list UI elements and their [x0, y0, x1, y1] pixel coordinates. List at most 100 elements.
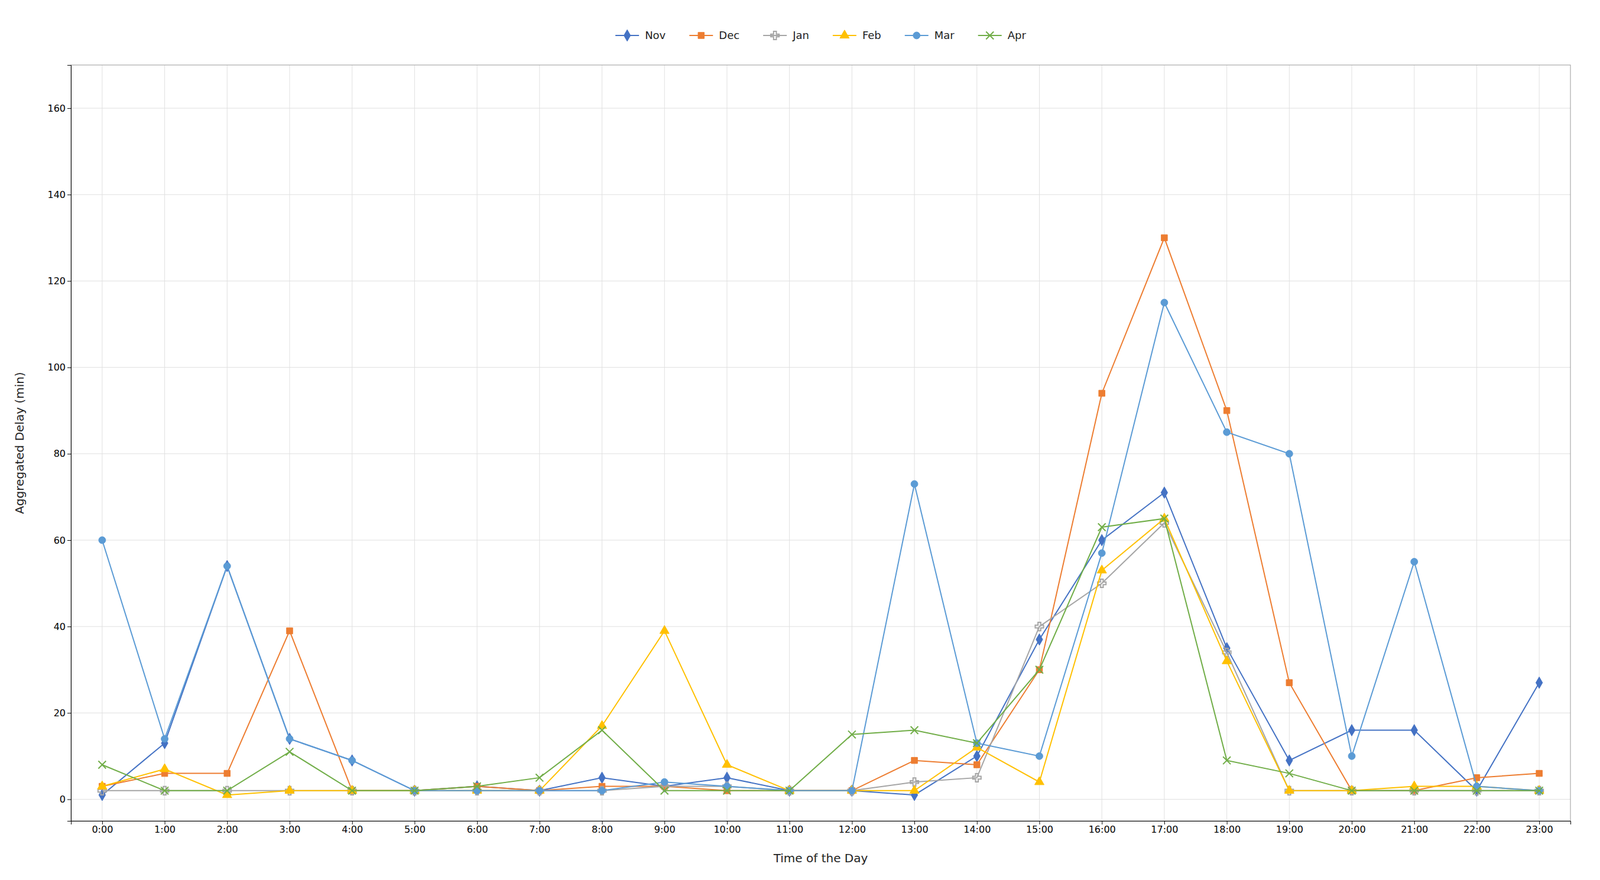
point: [1410, 786, 1418, 795]
x-grid-line: [1101, 65, 1103, 821]
legend-marker: [839, 30, 850, 39]
legend-marker: [770, 31, 780, 40]
legend-marker: [624, 29, 631, 42]
point: [160, 786, 169, 795]
point: [286, 748, 294, 756]
point: [348, 757, 356, 765]
point: [98, 761, 106, 769]
point: [1034, 622, 1044, 631]
x-tick-label: 2:00: [216, 823, 239, 836]
point: [223, 562, 231, 570]
y-tick: 40: [53, 621, 71, 633]
y-axis-title: Aggregated Delay (min): [12, 371, 27, 514]
point: [161, 735, 169, 743]
point: [1410, 724, 1418, 737]
x-grid-line: [1413, 65, 1415, 821]
x-tick: 12:00: [838, 820, 866, 836]
legend-label: Jan: [792, 28, 810, 42]
point: [1284, 785, 1294, 794]
y-tick-label: 20: [53, 707, 66, 719]
y-tick-label: 140: [47, 189, 66, 201]
legend-label: Apr: [1007, 28, 1027, 42]
x-grid-line: [851, 65, 853, 821]
x-tick: 4:00: [341, 820, 363, 836]
point: [597, 786, 606, 795]
x-tick: 17:00: [1150, 820, 1178, 836]
y-grid-line: [70, 367, 1571, 368]
y-tick-mark: [67, 453, 71, 455]
point: [473, 782, 482, 791]
point: [785, 786, 794, 795]
series-line: [102, 302, 1540, 791]
point: [598, 726, 606, 735]
grid: [70, 65, 1571, 821]
point: [1223, 428, 1231, 436]
point: [1222, 655, 1232, 664]
x-grid-line: [1289, 65, 1290, 821]
x-tick: 14:00: [963, 820, 991, 836]
y-grid-line: [70, 799, 1571, 800]
point: [224, 770, 230, 777]
x-tick: 5:00: [404, 820, 426, 836]
x-tick-label: 11:00: [776, 823, 804, 836]
point: [1536, 770, 1543, 777]
x-grid-line: [601, 65, 603, 821]
series-line: [102, 492, 1540, 796]
legend: NovDecJanFebMarApr: [615, 28, 1027, 42]
point: [1348, 752, 1356, 760]
x-tick: 21:00: [1400, 820, 1429, 836]
x-grid-line: [1351, 65, 1353, 821]
x-grid-line: [289, 65, 290, 821]
x-grid-line: [789, 65, 790, 821]
series-layer: [97, 234, 1544, 801]
x-tick-label: 5:00: [404, 823, 426, 836]
point: [722, 781, 732, 791]
y-tick-label: 60: [53, 534, 66, 547]
point: [160, 763, 170, 772]
x-tick: 13:00: [901, 820, 929, 836]
point: [1410, 558, 1418, 566]
y-tick: 0: [59, 793, 71, 806]
y-axis: 020406080100120140160: [47, 65, 71, 822]
point: [910, 480, 918, 488]
point: [1098, 390, 1105, 397]
legend-label: Dec: [718, 28, 740, 42]
x-grid-line: [1226, 65, 1228, 821]
point: [1098, 523, 1106, 532]
point: [1161, 234, 1168, 241]
point: [598, 771, 606, 784]
x-grid-line: [164, 65, 165, 821]
legend-label: Nov: [644, 28, 666, 42]
point: [1160, 299, 1168, 307]
x-tick-label: 16:00: [1088, 823, 1116, 836]
y-grid-line: [70, 453, 1571, 454]
y-grid-line: [70, 194, 1571, 196]
point: [535, 773, 544, 782]
x-tick-label: 23:00: [1526, 823, 1554, 836]
point: [722, 759, 732, 768]
x-tick: 19:00: [1276, 820, 1304, 836]
point: [1535, 786, 1544, 795]
y-grid-line: [70, 626, 1571, 628]
point: [98, 536, 106, 544]
y-tick-mark: [67, 108, 71, 109]
y-tick: 120: [47, 275, 71, 287]
point: [1472, 786, 1481, 795]
legend-marker: [698, 32, 704, 39]
point: [848, 787, 855, 794]
x-tick: 8:00: [591, 820, 613, 836]
legend-line: [763, 34, 787, 37]
point: [1285, 769, 1294, 778]
plot-area: 0:001:002:003:004:005:006:007:008:009:00…: [47, 65, 1571, 836]
series: [98, 514, 1543, 795]
x-tick-label: 22:00: [1463, 823, 1491, 836]
point: [1536, 676, 1543, 689]
legend-label: Feb: [862, 28, 882, 42]
y-tick-mark: [67, 712, 71, 714]
point: [1035, 666, 1044, 674]
legend-item: Nov: [615, 28, 666, 42]
x-grid-line: [1039, 65, 1040, 821]
chart: 0:001:002:003:004:005:006:007:008:009:00…: [0, 0, 1600, 880]
series: [98, 518, 1544, 795]
point: [1286, 679, 1293, 686]
